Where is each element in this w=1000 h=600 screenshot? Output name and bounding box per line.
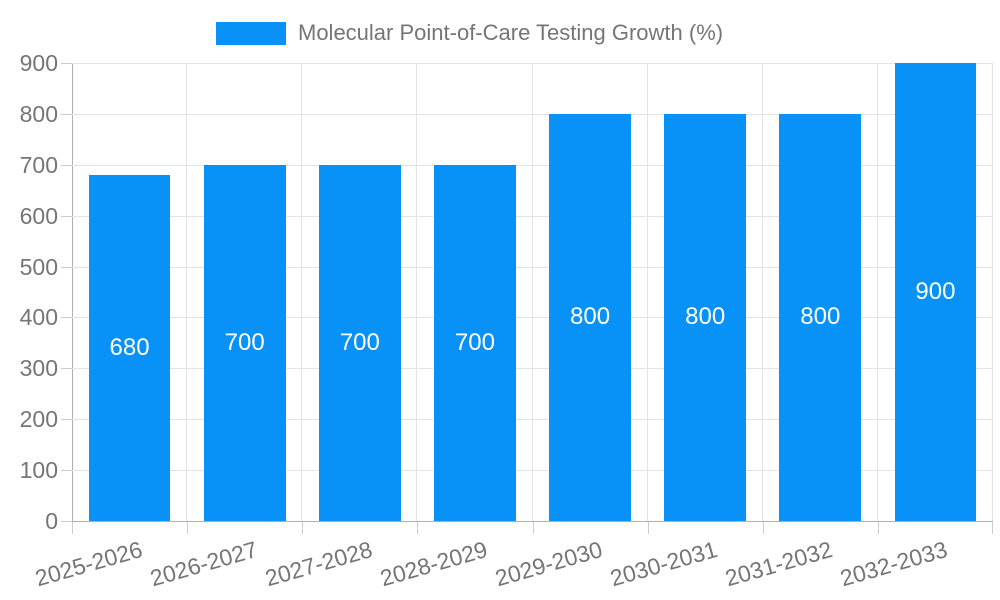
x-axis-tick <box>72 522 73 534</box>
bar-value-label: 700 <box>339 328 380 356</box>
gridline-vertical <box>876 63 878 521</box>
bar[interactable] <box>779 113 862 521</box>
x-axis-category-label: 2026-2027 <box>146 536 260 592</box>
legend-swatch-icon <box>216 21 286 45</box>
bar[interactable] <box>664 113 747 521</box>
gridline-vertical <box>992 63 993 521</box>
y-axis-tick-label: 400 <box>19 304 58 331</box>
y-axis-tick-label: 500 <box>19 253 58 280</box>
bar-value-label: 680 <box>109 333 150 361</box>
y-axis-tick <box>61 419 72 421</box>
y-axis-tick <box>61 521 72 522</box>
x-axis-tick <box>647 522 649 534</box>
gridline-vertical <box>531 63 533 521</box>
legend-label: Molecular Point-of-Care Testing Growth (… <box>298 20 724 45</box>
bar-value-label: 800 <box>570 303 611 331</box>
y-axis-line <box>72 63 73 533</box>
bar-value-label: 700 <box>454 328 495 356</box>
y-axis-tick <box>61 266 72 268</box>
x-axis-tick <box>762 522 764 534</box>
bar[interactable] <box>318 164 401 521</box>
gridline-horizontal <box>72 317 993 319</box>
bar[interactable] <box>434 164 516 521</box>
x-axis-tick <box>877 522 879 534</box>
gridline-vertical <box>416 63 418 521</box>
gridline-horizontal <box>72 113 993 115</box>
bar-value-label: 800 <box>800 303 841 331</box>
y-axis-tick <box>61 368 72 370</box>
x-axis-tick <box>302 522 304 534</box>
gridline-horizontal <box>72 63 993 64</box>
bar[interactable] <box>203 164 286 521</box>
x-axis-category-label: 2031-2032 <box>722 536 836 592</box>
bar[interactable] <box>88 174 171 521</box>
plot-area: 680 700 700 700 800 800 800 900 <box>72 63 993 521</box>
y-axis-tick-label: 200 <box>19 406 58 433</box>
bar-value-label: 700 <box>224 328 265 356</box>
x-axis-category-label: 2030-2031 <box>607 536 721 592</box>
x-axis-tick <box>417 522 419 534</box>
y-axis-tick <box>61 63 72 64</box>
gridline-horizontal <box>72 470 993 472</box>
x-axis-tick <box>187 522 189 534</box>
y-axis-tick-label: 300 <box>19 355 58 382</box>
gridline-vertical <box>186 63 188 521</box>
y-axis-tick <box>61 113 72 115</box>
x-axis-tick <box>532 522 534 534</box>
x-axis-category-label: 2027-2028 <box>262 536 375 592</box>
x-axis-line <box>62 521 993 522</box>
y-axis-tick-label: 0 <box>45 508 58 534</box>
gridline-horizontal <box>72 215 993 217</box>
x-axis-category-label: 2029-2030 <box>492 536 606 592</box>
gridline-vertical <box>646 63 648 521</box>
bar-value-label: 900 <box>915 278 956 305</box>
bar-value-label: 800 <box>685 303 726 331</box>
gridline-vertical <box>301 63 303 521</box>
y-axis-tick-label: 600 <box>19 202 58 229</box>
y-axis-tick-label: 700 <box>19 151 58 178</box>
y-axis-tick <box>61 317 72 319</box>
gridline-horizontal <box>72 266 993 268</box>
gridline-horizontal <box>72 164 993 166</box>
x-axis-tick <box>992 522 993 534</box>
bar[interactable] <box>894 63 977 521</box>
gridline-vertical <box>761 63 763 521</box>
gridline-horizontal <box>72 368 993 370</box>
x-axis-category-label: 2025-2026 <box>31 536 145 592</box>
y-axis-tick <box>61 215 72 217</box>
gridline-horizontal <box>72 419 993 421</box>
x-axis-category-label: 2032-2033 <box>837 536 951 592</box>
y-axis-tick <box>61 470 72 472</box>
y-axis-tick-label: 900 <box>19 50 58 76</box>
y-axis-tick-label: 800 <box>19 100 58 127</box>
bar[interactable] <box>549 113 631 521</box>
y-axis-tick <box>61 164 72 166</box>
legend: Molecular Point-of-Care Testing Growth (… <box>216 20 723 46</box>
y-axis-tick-label: 100 <box>19 457 58 484</box>
x-axis-category-label: 2028-2029 <box>377 536 491 592</box>
